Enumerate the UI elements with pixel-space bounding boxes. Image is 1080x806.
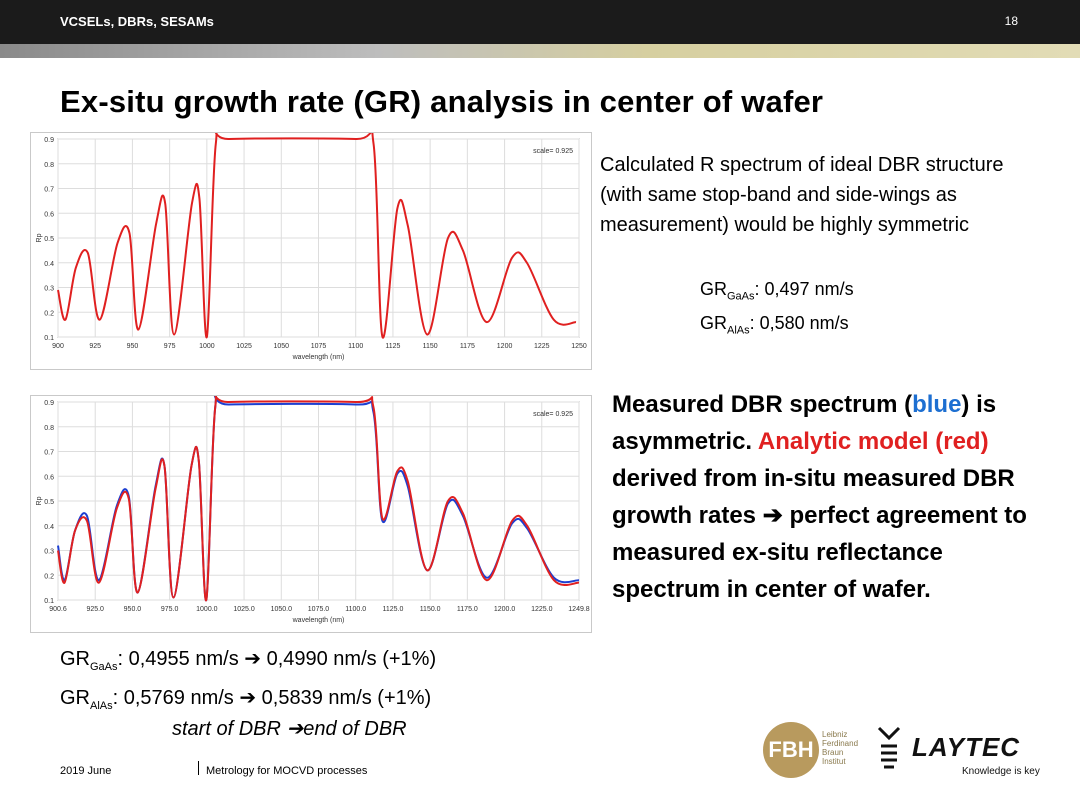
x-tick-label: 900.6: [49, 606, 67, 613]
x-tick-label: 1200.0: [494, 606, 516, 613]
y-tick-label: 0.7: [44, 450, 54, 457]
gr-alas-calculated: GRAlAs: 0,580 nm/s: [700, 312, 849, 337]
x-tick-label: 950: [127, 343, 139, 350]
y-tick-label: 0.1: [44, 598, 54, 605]
header-stripe: [0, 44, 1080, 58]
x-tick-label: 1249.8: [568, 606, 590, 613]
gr-alas-comparison: GRAlAs: 0,5769 nm/s ➔ 0,5839 nm/s (+1%): [60, 687, 432, 712]
x-tick-label: 1100.0: [345, 606, 366, 613]
x-tick-label: 1175.0: [457, 606, 478, 613]
y-axis-label: Rp: [36, 233, 43, 242]
x-tick-label: 1025: [236, 343, 252, 350]
y-tick-label: 0.2: [44, 573, 54, 580]
x-tick-label: 1075: [311, 343, 327, 350]
slide-title: Ex-situ growth rate (GR) analysis in cen…: [60, 84, 824, 119]
laytec-logo: LAYTEC: [912, 732, 1021, 762]
x-axis-label: wavelength (nm): [292, 617, 345, 624]
y-tick-label: 0.8: [44, 425, 54, 432]
scale-label: scale= 0.925: [533, 411, 573, 418]
x-tick-label: 1125.0: [382, 606, 403, 613]
x-tick-label: 1175: [460, 343, 475, 350]
start-end-label: start of DBR ➔end of DBR: [172, 718, 407, 740]
y-tick-label: 0.5: [44, 499, 54, 506]
deck-title: VCSELs, DBRs, SESAMs: [60, 14, 214, 29]
y-tick-label: 0.6: [44, 474, 54, 481]
red-label: Analytic model (red): [757, 428, 989, 455]
y-tick-label: 0.9: [44, 137, 54, 144]
blue-label: blue: [912, 391, 962, 418]
chart-measured: 0.1 0.2 0.3 0.4 0.5 0.6 0.7 0.8 0.9 900.6 925.0 950…: [36, 396, 590, 624]
x-tick-label: 1200: [497, 343, 513, 350]
header-bar: VCSELs, DBRs, SESAMs 18: [0, 0, 1080, 44]
y-tick-label: 0.6: [44, 211, 54, 218]
y-tick-label: 0.3: [44, 286, 54, 293]
measured-description: Measured DBR spectrum (blue) is asymmetr…: [612, 391, 1027, 603]
x-tick-label: 1225.0: [531, 606, 553, 613]
fbh-logo: FBH: [763, 722, 819, 778]
x-tick-label: 925: [89, 343, 101, 350]
y-tick-label: 0.8: [44, 162, 54, 169]
gr-calculated: GRGaAs: 0,497 nm/s GRAlAs: 0,580 nm/s: [700, 276, 854, 343]
plot-measured-spectrum: 0.1 0.2 0.3 0.4 0.5 0.6 0.7 0.8 0.9 900.6 925.0 950…: [30, 395, 592, 633]
x-tick-label: 1150.0: [420, 606, 441, 613]
x-tick-label: 1250: [571, 343, 587, 350]
gr-comparison: GRGaAs: 0,4955 nm/s ➔ 0,4990 nm/s (+1%) …: [60, 644, 436, 722]
y-tick-label: 0.1: [44, 335, 54, 342]
plot-calculated-spectrum: 0.1 0.2 0.3 0.4 0.5 0.6 0.7 0.8 0.9 900 925 950 975 1…: [30, 132, 592, 370]
y-tick-label: 0.2: [44, 310, 54, 317]
x-tick-label: 900: [52, 343, 64, 350]
y-tick-label: 0.7: [44, 187, 54, 194]
x-tick-label: 1050: [273, 343, 289, 350]
x-tick-label: 1075.0: [308, 606, 330, 613]
series-line-0: [57, 133, 577, 339]
y-tick-label: 0.3: [44, 549, 54, 556]
x-axis-label: wavelength (nm): [292, 354, 345, 361]
x-tick-label: 925.0: [86, 606, 104, 613]
scale-label: scale= 0.925: [533, 148, 573, 155]
x-tick-label: 975.0: [161, 606, 179, 613]
y-tick-label: 0.9: [44, 400, 54, 407]
footer-divider: [198, 761, 199, 775]
laytec-icon: [877, 726, 901, 769]
laytec-tagline: Knowledge is key: [962, 766, 1040, 777]
x-tick-label: 1100: [348, 343, 363, 350]
calculated-description: Calculated R spectrum of ideal DBR struc…: [600, 154, 1004, 236]
footer-title: Metrology for MOCVD processes: [206, 765, 368, 777]
x-tick-label: 1000.0: [196, 606, 218, 613]
x-tick-label: 1125: [385, 343, 400, 350]
x-tick-label: 1000: [199, 343, 215, 350]
x-tick-label: 1150: [423, 343, 438, 350]
footer-date: 2019 June: [60, 765, 112, 777]
x-tick-label: 975: [164, 343, 176, 350]
y-axis-label: Rp: [36, 496, 43, 505]
chart-calculated: 0.1 0.2 0.3 0.4 0.5 0.6 0.7 0.8 0.9 900 925 950 975 1…: [36, 133, 587, 361]
fbh-logo-text: Leibniz Ferdinand Braun Institut: [822, 730, 859, 766]
gr-gaas-comparison: GRGaAs: 0,4955 nm/s ➔ 0,4990 nm/s (+1%): [60, 648, 437, 673]
x-tick-label: 950.0: [124, 606, 142, 613]
x-tick-label: 1025.0: [233, 606, 255, 613]
y-tick-label: 0.4: [44, 524, 54, 531]
slide-number: 18: [1004, 14, 1018, 28]
series-line-1: [57, 396, 580, 602]
y-tick-label: 0.4: [44, 261, 54, 268]
y-tick-label: 0.5: [44, 236, 54, 243]
x-tick-label: 1050.0: [271, 606, 293, 613]
gr-gaas-calculated: GRGaAs: 0,497 nm/s: [700, 279, 854, 303]
x-tick-label: 1225: [534, 343, 550, 350]
